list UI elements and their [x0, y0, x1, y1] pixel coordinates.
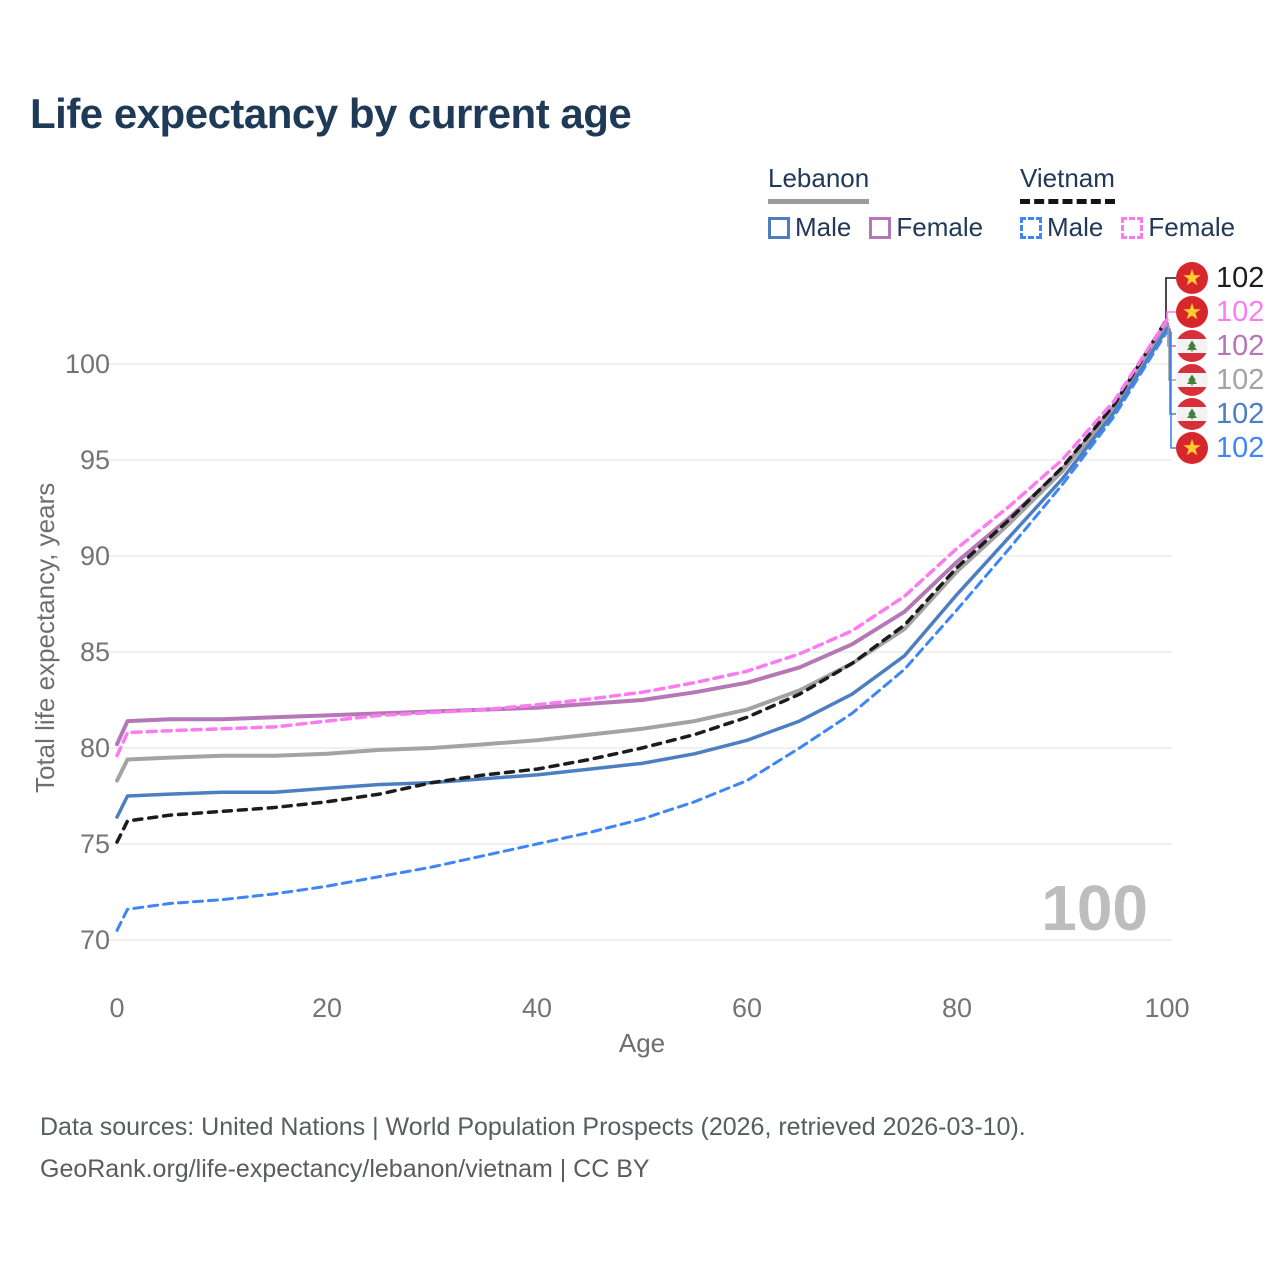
line-vietnam_total[interactable] [115, 317, 1169, 844]
legend-country-lebanon[interactable]: Lebanon [768, 163, 870, 204]
data-sources-line: Data sources: United Nations | World Pop… [40, 1113, 1026, 1141]
age-watermark: 100 [1041, 872, 1148, 944]
footer: Data sources: United Nations | World Pop… [40, 1106, 1026, 1190]
line-vietnam_male[interactable] [115, 329, 1169, 932]
vietnam-female-swatch-icon [1121, 216, 1144, 239]
end-value: 102 [1216, 398, 1265, 430]
leader-line-vietnam_male [1170, 331, 1176, 449]
end-value: 102 [1216, 296, 1265, 328]
vietnam-male-swatch-icon [1020, 216, 1042, 239]
end-label-vietnam_total: 102 [1176, 262, 1264, 294]
end-value: 102 [1216, 330, 1265, 362]
end-label-lebanon_total: 102 [1176, 364, 1264, 396]
vietnam-flag-icon [1176, 432, 1208, 464]
legend-country-vietnam[interactable]: Vietnam [1020, 163, 1115, 204]
end-label-lebanon_male: 102 [1176, 398, 1264, 430]
legend-item-vietnam-female[interactable]: Female [1121, 212, 1235, 243]
leader-line-vietnam_female [1166, 311, 1176, 320]
line-vietnam_female[interactable] [115, 318, 1169, 758]
lebanon-flag-icon [1176, 364, 1208, 396]
y-tick-label: 90 [80, 541, 110, 571]
leader-line-vietnam_total [1165, 277, 1176, 319]
y-tick-label: 80 [80, 733, 110, 763]
vietnam-flag-icon [1176, 262, 1208, 294]
legend-item-label: Female [896, 212, 984, 242]
line-lebanon_total[interactable] [115, 323, 1169, 783]
leader-line-lebanon_male [1169, 328, 1176, 415]
y-tick-label: 70 [80, 925, 110, 955]
end-value: 102 [1216, 262, 1265, 294]
end-label-vietnam_female: 102 [1176, 296, 1264, 328]
y-tick-label: 100 [65, 349, 110, 379]
legend-item-lebanon-female[interactable]: Female [869, 212, 983, 243]
legend-item-label: Male [795, 212, 852, 242]
leader-line-lebanon_total [1168, 325, 1176, 381]
lebanon-female-swatch-icon [869, 216, 892, 239]
y-tick-label: 85 [80, 637, 110, 667]
x-axis-title: Age [618, 1028, 666, 1058]
x-tick-label: 0 [109, 993, 124, 1023]
x-tick-label: 20 [312, 993, 342, 1023]
x-tick-label: 80 [942, 993, 972, 1023]
legend-group-vietnam: Vietnam Male Female [1020, 163, 1253, 243]
leader-line-lebanon_female [1167, 323, 1176, 347]
end-value: 102 [1216, 432, 1265, 464]
lebanon-flag-icon [1176, 398, 1208, 430]
end-label-vietnam_male: 102 [1176, 432, 1264, 464]
x-tick-label: 100 [1144, 993, 1189, 1023]
legend-item-lebanon-male[interactable]: Male [768, 212, 851, 243]
end-label-lebanon_female: 102 [1176, 330, 1264, 362]
lebanon-flag-icon [1176, 330, 1208, 362]
end-value: 102 [1216, 364, 1265, 396]
legend-item-vietnam-male[interactable]: Male [1020, 212, 1103, 243]
attribution-line[interactable]: GeoRank.org/life-expectancy/lebanon/viet… [40, 1155, 650, 1183]
vietnam-flag-icon [1176, 296, 1208, 328]
y-axis-title: Total life expectancy, years [30, 482, 60, 794]
line-lebanon_female[interactable] [115, 321, 1169, 747]
x-tick-label: 60 [732, 993, 762, 1023]
y-tick-label: 95 [80, 445, 110, 475]
y-tick-label: 75 [80, 829, 110, 859]
lebanon-male-swatch-icon [768, 216, 790, 239]
line-lebanon_male[interactable] [115, 326, 1169, 819]
page-title: Life expectancy by current age [30, 90, 632, 137]
legend-item-label: Female [1148, 212, 1236, 242]
legend-item-label: Male [1047, 212, 1104, 242]
legend-group-lebanon: Lebanon Male Female [768, 163, 1001, 243]
x-tick-label: 40 [522, 993, 552, 1023]
